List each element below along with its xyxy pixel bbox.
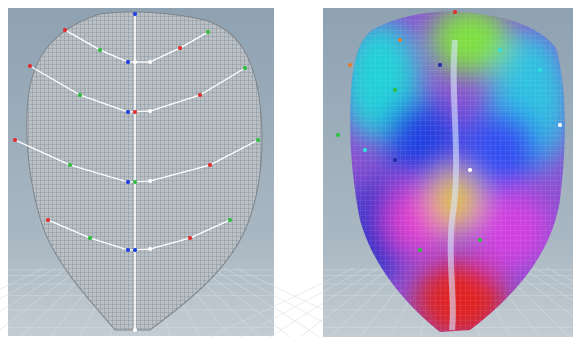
control-point [468, 168, 472, 172]
control-point [208, 163, 212, 167]
control-point [438, 63, 442, 67]
control-point [363, 148, 367, 152]
control-point [126, 248, 130, 252]
control-point [78, 93, 82, 97]
control-point [188, 236, 192, 240]
control-point [398, 38, 402, 42]
control-point [88, 236, 92, 240]
control-point [133, 12, 137, 16]
scene [0, 0, 573, 337]
control-point [133, 328, 137, 332]
control-point [538, 68, 542, 72]
control-point [348, 63, 352, 67]
control-point [393, 158, 397, 162]
control-point [13, 138, 17, 142]
control-point [133, 248, 137, 252]
control-point [133, 180, 137, 184]
control-point [148, 109, 152, 113]
control-point [198, 93, 202, 97]
control-point [133, 110, 137, 114]
control-point [228, 218, 232, 222]
control-point [336, 133, 340, 137]
control-point [243, 66, 247, 70]
control-point [63, 28, 67, 32]
control-point [478, 238, 482, 242]
control-point [393, 88, 397, 92]
control-point [498, 48, 502, 52]
control-point [206, 30, 210, 34]
control-point [28, 64, 32, 68]
control-point [178, 46, 182, 50]
control-point [126, 110, 130, 114]
control-point [126, 180, 130, 184]
control-point [126, 60, 130, 64]
control-point [46, 218, 50, 222]
control-point [148, 60, 152, 64]
page: {} [0, 0, 573, 337]
control-point [148, 179, 152, 183]
control-point [418, 248, 422, 252]
control-point [68, 163, 72, 167]
control-point [453, 10, 457, 14]
control-point [558, 123, 562, 127]
control-point [133, 60, 137, 64]
control-point [256, 138, 260, 142]
control-point [148, 247, 152, 251]
control-point [98, 48, 102, 52]
